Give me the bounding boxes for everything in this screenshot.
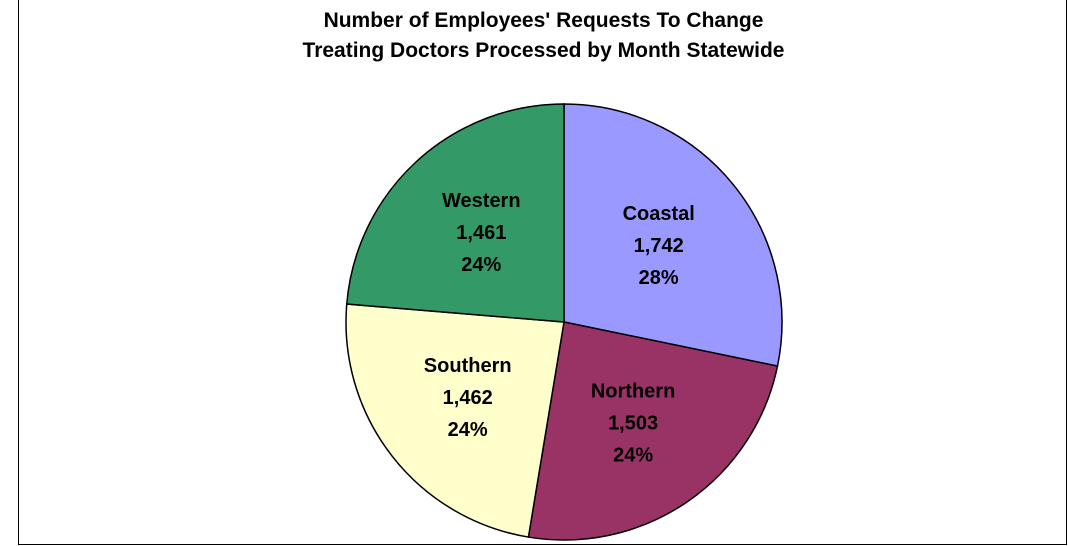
pie-label-coastal-value: 1,742 xyxy=(634,235,684,257)
pie-label-northern-value: 1,503 xyxy=(608,413,658,435)
chart-title-line-1: Number of Employees' Requests To Change xyxy=(323,9,764,32)
chart-frame: Number of Employees' Requests To Change … xyxy=(18,0,1067,545)
pie-label-northern: Northern 1,503 24% xyxy=(591,381,675,467)
pie-label-northern-percent: 24% xyxy=(613,445,653,467)
chart-title: Number of Employees' Requests To Change … xyxy=(19,6,1068,66)
pie-label-coastal: Coastal 1,742 28% xyxy=(623,203,695,289)
pie-label-western-percent: 24% xyxy=(461,254,501,276)
pie-slice-coastal xyxy=(563,103,783,367)
pie-label-southern-name: Southern xyxy=(424,355,512,377)
pie-label-southern: Southern 1,462 24% xyxy=(424,355,512,441)
pie-label-northern-name: Northern xyxy=(591,381,675,403)
pie-label-coastal-name: Coastal xyxy=(623,203,695,225)
pie-chart: Coastal 1,742 28% Northern 1,503 24% Southern 1… xyxy=(345,103,783,541)
pie-slice-western xyxy=(345,103,565,323)
pie-label-southern-value: 1,462 xyxy=(443,387,493,409)
pie-label-western: Western 1,461 24% xyxy=(442,190,521,276)
pie-label-coastal-percent: 28% xyxy=(639,267,679,289)
pie-label-western-value: 1,461 xyxy=(456,222,506,244)
pie-label-southern-percent: 24% xyxy=(448,419,488,441)
pie-slice-southern xyxy=(345,303,565,538)
chart-title-line-2: Treating Doctors Processed by Month Stat… xyxy=(302,39,785,62)
pie-slice-northern xyxy=(527,321,779,541)
pie-label-western-name: Western xyxy=(442,190,521,212)
